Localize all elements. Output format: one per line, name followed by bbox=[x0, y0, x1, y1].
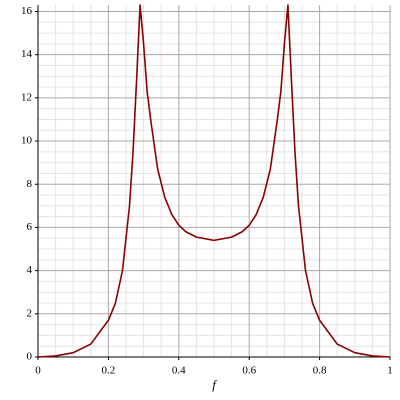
x-tick-label: 0.8 bbox=[313, 365, 327, 377]
y-tick-label: 6 bbox=[27, 221, 33, 233]
x-axis-label: f bbox=[212, 377, 218, 392]
line bbox=[37, 4, 391, 358]
x-tick-label: 0.2 bbox=[102, 365, 116, 377]
x-tick-label: 0.6 bbox=[242, 365, 256, 377]
y-tick-label: 14 bbox=[21, 48, 33, 60]
x-tick-label: 1 bbox=[387, 365, 393, 377]
y-tick-label: 4 bbox=[27, 264, 33, 276]
y-tick-label: 0 bbox=[27, 351, 33, 363]
x-tick-label: 0 bbox=[35, 365, 41, 377]
x-tick-label: 0.4 bbox=[172, 365, 186, 377]
y-tick-label: 12 bbox=[21, 91, 32, 103]
y-tick-label: 10 bbox=[21, 135, 33, 147]
y-tick-label: 8 bbox=[27, 178, 33, 190]
y-tick-label: 2 bbox=[27, 307, 33, 319]
y-tick-label: 16 bbox=[21, 5, 33, 17]
